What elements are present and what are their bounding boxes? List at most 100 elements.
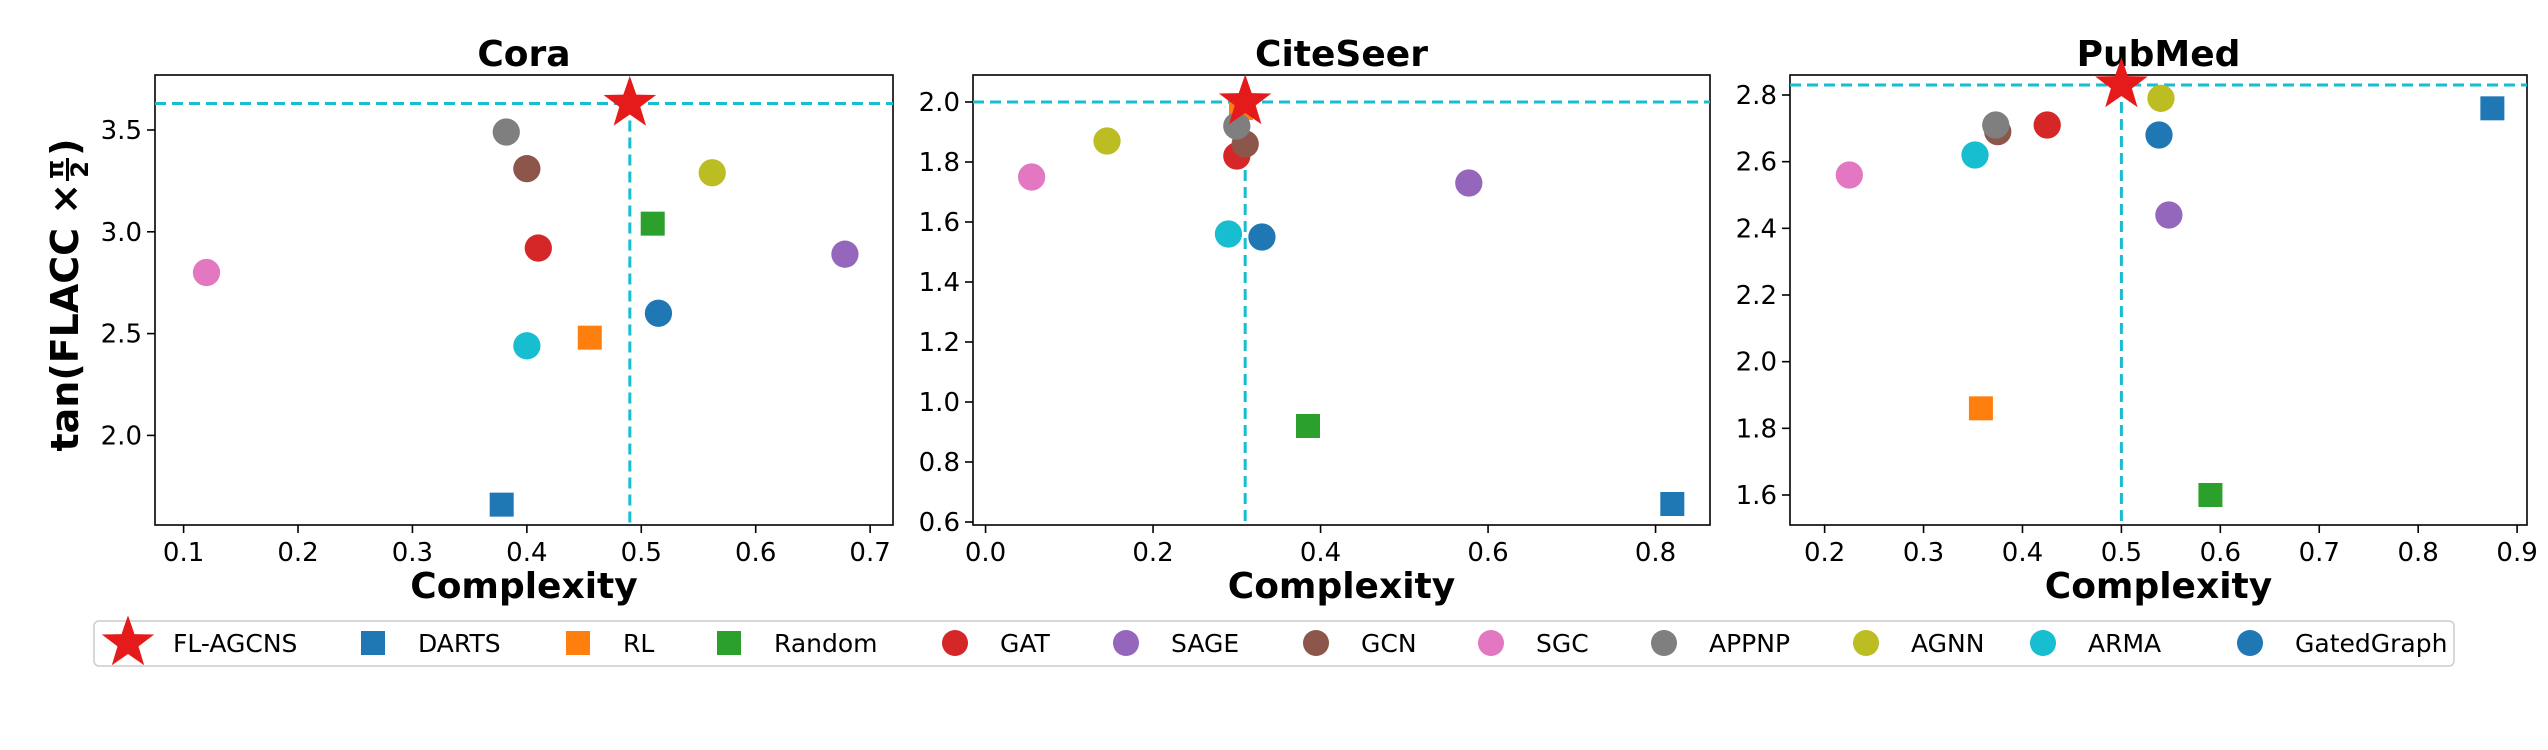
x-axis-title: Complexity: [410, 566, 637, 607]
point-arma[interactable]: [1961, 141, 1988, 168]
y-tick-label: 3.5: [101, 116, 142, 146]
axes-frame: [155, 75, 893, 525]
legend-marker-gat[interactable]: [942, 630, 968, 656]
legend-label: SGC: [1536, 629, 1589, 658]
point-fl-agcns[interactable]: [604, 76, 657, 126]
legend-marker-sgc[interactable]: [1478, 630, 1504, 656]
point-arma[interactable]: [513, 332, 540, 359]
legend-label: ARMA: [2088, 629, 2161, 658]
legend-marker-appnp[interactable]: [1651, 630, 1677, 656]
x-tick-label: 0.3: [1903, 538, 1944, 568]
point-sage[interactable]: [2155, 201, 2182, 228]
legend-marker-gcn[interactable]: [1303, 630, 1329, 656]
legend-item-darts[interactable]: DARTS: [361, 629, 501, 658]
legend-marker-agnn[interactable]: [1853, 630, 1879, 656]
point-random[interactable]: [1296, 414, 1320, 438]
legend-label: FL-AGCNS: [173, 629, 297, 658]
x-tick-label: 0.4: [1300, 538, 1341, 568]
x-tick-label: 0.6: [2200, 538, 2241, 568]
x-tick-label: 0.2: [1804, 538, 1845, 568]
point-darts[interactable]: [1660, 492, 1684, 516]
point-darts[interactable]: [490, 493, 514, 517]
y-tick-label: 1.6: [919, 208, 960, 238]
point-sgc[interactable]: [1836, 161, 1863, 188]
point-gatedgraph[interactable]: [1248, 223, 1275, 250]
x-tick-label: 0.6: [735, 538, 776, 568]
point-sgc[interactable]: [1018, 163, 1045, 190]
legend-label: AGNN: [1911, 629, 1984, 658]
legend-label: GatedGraph: [2295, 629, 2447, 658]
x-tick-label: 0.4: [506, 538, 547, 568]
x-tick-label: 0.6: [1467, 538, 1508, 568]
legend-marker-gatedgraph[interactable]: [2237, 630, 2263, 656]
legend-marker-random[interactable]: [717, 631, 741, 655]
y-tick-label: 1.0: [919, 388, 960, 418]
panel-pubmed: PubMed0.2 0.3 0.4 0.5 0.6 0.7 0.8 0.91.61.82.02…: [1736, 34, 2538, 607]
point-sage[interactable]: [1455, 169, 1482, 196]
legend-item-agnn[interactable]: AGNN: [1853, 629, 1984, 658]
panel-title: Cora: [477, 34, 570, 75]
point-gat[interactable]: [525, 234, 552, 261]
point-appnp[interactable]: [1982, 111, 2009, 138]
legend-label: SAGE: [1171, 629, 1239, 658]
y-tick-label: 2.0: [1736, 348, 1777, 378]
point-gat[interactable]: [2034, 111, 2061, 138]
y-tick-label: 3.0: [101, 218, 142, 248]
panel-title: PubMed: [2077, 34, 2241, 75]
legend-item-arma[interactable]: ARMA: [2030, 629, 2161, 658]
y-tick-label: 2.8: [1736, 81, 1777, 111]
y-tick-label: 1.2: [919, 328, 960, 358]
legend-marker-arma[interactable]: [2030, 630, 2056, 656]
panel-cora: Cora0.1 0.2 0.3 0.4 0.5 0.6 0.72.02.53.03.5Com…: [101, 34, 893, 607]
point-random[interactable]: [2198, 483, 2222, 507]
legend-marker-rl[interactable]: [566, 631, 590, 655]
point-random[interactable]: [641, 212, 665, 236]
point-rl[interactable]: [1969, 396, 1993, 420]
legend-label: Random: [774, 629, 878, 658]
legend: FL-AGCNS DARTS RL Random GAT SAGE GCN SGC APPNP A…: [94, 615, 2454, 666]
point-gcn[interactable]: [513, 155, 540, 182]
y-tick-label: 0.8: [919, 448, 960, 478]
x-axis-title: Complexity: [1228, 566, 1455, 607]
x-tick-label: 0.5: [2101, 538, 2142, 568]
point-agnn[interactable]: [699, 159, 726, 186]
y-tick-label: 2.2: [1736, 281, 1777, 311]
x-tick-label: 0.4: [2002, 538, 2043, 568]
y-tick-label: 2.4: [1736, 214, 1777, 244]
legend-label: GAT: [1000, 629, 1051, 658]
point-agnn[interactable]: [1093, 127, 1120, 154]
point-arma[interactable]: [1215, 220, 1242, 247]
y-tick-label: 1.8: [919, 148, 960, 178]
y-tick-label: 2.6: [1736, 148, 1777, 178]
point-rl[interactable]: [578, 326, 602, 350]
y-tick-label: 1.6: [1736, 481, 1777, 511]
x-tick-label: 0.8: [1635, 538, 1676, 568]
x-tick-label: 0.9: [2496, 538, 2537, 568]
x-tick-label: 0.3: [392, 538, 433, 568]
y-tick-label: 0.6: [919, 508, 960, 538]
figure: Cora 0.1 0.2 0.3 0.4 0.5 0.6 0.7 2.0 2.5 3.0 3.5 Com…: [0, 0, 2548, 750]
point-agnn[interactable]: [2147, 85, 2174, 112]
legend-label: GCN: [1361, 629, 1417, 658]
panel-citeseer: CiteSeer 0.0 0.2 0.4 0.6 0.8 0.6 0.8 1.0 1.2 1.4 1.…: [919, 34, 1710, 607]
point-darts[interactable]: [2480, 96, 2504, 120]
point-gatedgraph[interactable]: [2145, 121, 2172, 148]
point-sgc[interactable]: [193, 259, 220, 286]
y-tick-label: 1.4: [919, 268, 960, 298]
y-tick-label: 2.0: [101, 421, 142, 451]
x-tick-label: 0.2: [1132, 538, 1173, 568]
y-tick-label: 2.0: [919, 88, 960, 118]
point-gatedgraph[interactable]: [645, 300, 672, 327]
x-tick-label: 0.7: [849, 538, 890, 568]
x-tick-label: 0.1: [163, 538, 204, 568]
x-tick-label: 0.7: [2299, 538, 2340, 568]
legend-marker-sage[interactable]: [1113, 630, 1139, 656]
x-tick-label: 0.0: [965, 538, 1006, 568]
legend-item-sage[interactable]: SAGE: [1113, 629, 1239, 658]
y-tick-label: 1.8: [1736, 414, 1777, 444]
y-tick-label: 2.5: [101, 320, 142, 350]
point-sage[interactable]: [831, 241, 858, 268]
point-appnp[interactable]: [493, 118, 520, 145]
legend-marker-darts[interactable]: [361, 631, 385, 655]
legend-label: DARTS: [418, 629, 501, 658]
